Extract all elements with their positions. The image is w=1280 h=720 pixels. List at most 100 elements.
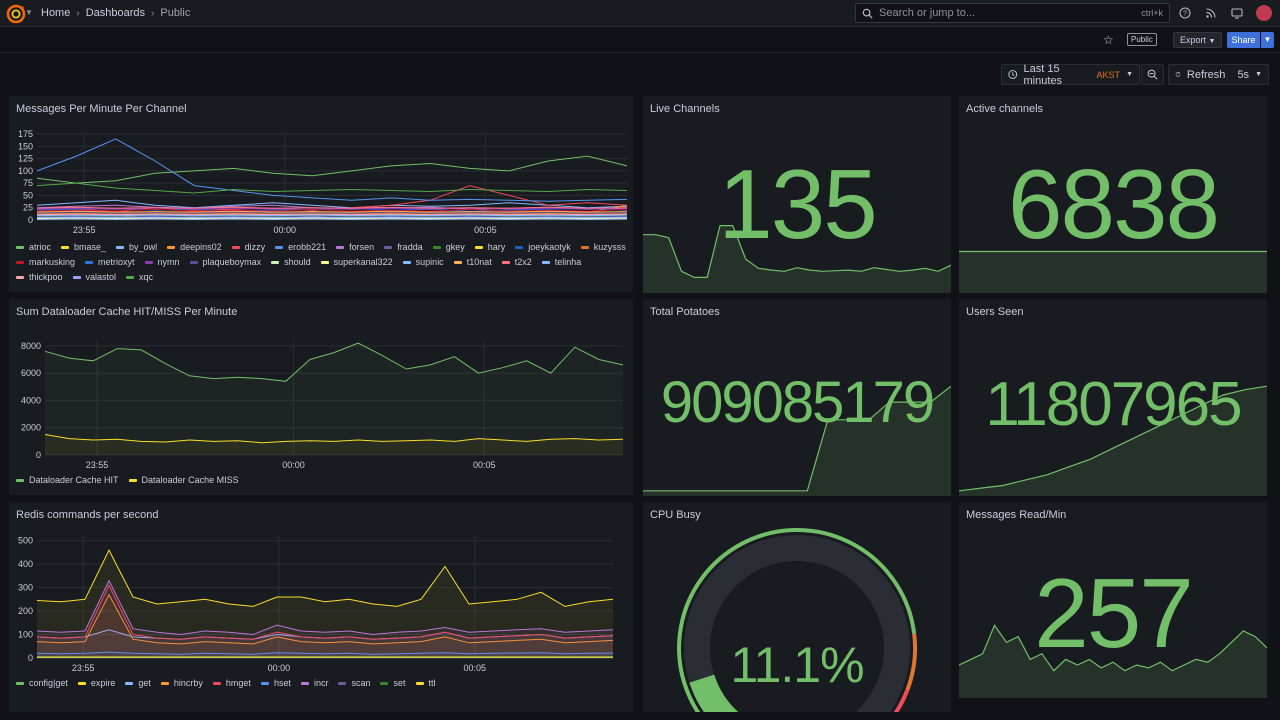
- refresh-interval-select[interactable]: 5s: [1237, 68, 1250, 81]
- legend-label: get: [138, 678, 151, 688]
- legend-item[interactable]: dizzy: [231, 242, 265, 252]
- legend-item[interactable]: telinha: [541, 257, 582, 267]
- legend-item[interactable]: hmget: [212, 678, 251, 688]
- legend-item[interactable]: markusking: [16, 257, 75, 267]
- messages-per-minute-panel[interactable]: Messages Per Minute Per Channel 0 25 50 75 1…: [9, 96, 633, 292]
- legend-label: Dataloader Cache HIT: [29, 475, 119, 485]
- legend-item[interactable]: config|get: [16, 678, 68, 688]
- kiosk-mode-icon[interactable]: [1230, 7, 1243, 20]
- legend-label: nymn: [157, 257, 180, 267]
- panel-title: CPU Busy: [650, 509, 701, 521]
- gauge-track: [684, 535, 910, 712]
- messages-per-minute-chart[interactable]: 0 25 50 75 100 125 150 175 23:55 00:00 00:05: [9, 124, 633, 260]
- cache-hit-miss-panel[interactable]: Sum Dataloader Cache HIT/MISS Per Minute…: [9, 299, 633, 495]
- chart-legend: Dataloader Cache HIT Dataloader Cache MIS…: [16, 475, 626, 485]
- legend-item[interactable]: t10nat: [453, 257, 492, 267]
- search-input[interactable]: Search or jump to... ctrl+k: [855, 3, 1170, 23]
- refresh-button[interactable]: Refresh 5s ▼: [1168, 64, 1269, 85]
- legend-item[interactable]: supinic: [402, 257, 444, 267]
- legend-item[interactable]: fradda: [384, 242, 423, 252]
- messages-read-panel[interactable]: Messages Read/Min 257: [959, 502, 1267, 698]
- legend-item[interactable]: get: [125, 678, 151, 688]
- redis-commands-panel[interactable]: Redis commands per second 0 100 200 300 400 5…: [9, 502, 633, 712]
- legend-item[interactable]: hary: [474, 242, 505, 252]
- series-line: [36, 155, 628, 184]
- legend-item[interactable]: hincrby: [160, 678, 203, 688]
- time-range-picker[interactable]: Last 15 minutes AKST ▼: [1001, 63, 1140, 87]
- help-icon[interactable]: ?: [1178, 7, 1191, 20]
- legend-item[interactable]: should: [271, 257, 311, 267]
- legend-item[interactable]: atrioc: [16, 242, 51, 252]
- top-nav-bar: ▼ Home › Dashboards › Public Search or j…: [0, 0, 1280, 27]
- legend-item[interactable]: Dataloader Cache MISS: [128, 475, 239, 485]
- x-tick-label: 00:05: [473, 460, 496, 470]
- legend-item[interactable]: thickpoo: [16, 272, 63, 282]
- users-seen-panel[interactable]: Users Seen 11807965: [959, 299, 1267, 496]
- legend-item[interactable]: valastol: [72, 272, 116, 282]
- export-button[interactable]: Export ▼: [1173, 32, 1223, 48]
- legend-label: telinha: [554, 257, 582, 267]
- zoom-out-button[interactable]: [1141, 64, 1164, 85]
- legend-label: set: [393, 678, 406, 688]
- legend-item[interactable]: deepins02: [167, 242, 222, 252]
- legend-label: superkanal322: [333, 257, 393, 267]
- legend-item[interactable]: Dataloader Cache HIT: [16, 475, 119, 485]
- series-area: [37, 550, 613, 658]
- breadcrumb-dashboards[interactable]: Dashboards: [85, 7, 146, 19]
- live-channels-sparkline: [643, 225, 951, 293]
- redis-commands-chart[interactable]: 0 100 200 300 400 500 23:55 00:00 00:05: [9, 524, 633, 674]
- legend-label: thickpoo: [29, 272, 63, 282]
- cpu-busy-panel[interactable]: CPU Busy 11.1%: [643, 502, 951, 712]
- legend-item[interactable]: expire: [77, 678, 115, 688]
- legend-item[interactable]: joeykaotyk: [515, 242, 571, 252]
- legend-item[interactable]: hset: [260, 678, 291, 688]
- chart-legend: atrioc bmase_ by_owl deepins02 dizzy erobb221…: [16, 242, 626, 282]
- series-line: [36, 651, 614, 655]
- legend-item[interactable]: forsen: [336, 242, 374, 252]
- legend-item[interactable]: nymn: [144, 257, 180, 267]
- legend-item[interactable]: metrioxyt: [85, 257, 135, 267]
- legend-item[interactable]: by_owl: [116, 242, 157, 252]
- legend-item[interactable]: incr: [300, 678, 328, 688]
- legend-item[interactable]: set: [380, 678, 406, 688]
- legend-swatch: [125, 681, 134, 685]
- live-channels-panel[interactable]: Live Channels 135: [643, 96, 951, 293]
- legend-item[interactable]: kuzysss: [580, 242, 626, 252]
- legend-item[interactable]: ttl: [415, 678, 436, 688]
- legend-item[interactable]: bmase_: [61, 242, 106, 252]
- chevron-down-icon[interactable]: ▼: [25, 8, 33, 17]
- legend-label: t10nat: [466, 257, 492, 267]
- legend-item[interactable]: erobb221: [275, 242, 326, 252]
- legend-item[interactable]: scan: [338, 678, 370, 688]
- legend-swatch: [275, 245, 284, 249]
- legend-item[interactable]: xqc: [126, 272, 153, 282]
- legend-item[interactable]: plaqueboymax: [189, 257, 261, 267]
- series-line: [36, 213, 628, 216]
- star-icon[interactable]: ☆: [1103, 33, 1114, 47]
- stat-value: 135: [718, 149, 878, 259]
- user-avatar[interactable]: [1256, 5, 1272, 21]
- legend-swatch: [61, 245, 70, 249]
- legend-item[interactable]: gkey: [432, 242, 465, 252]
- sparkline: [959, 624, 1267, 672]
- legend-item[interactable]: superkanal322: [320, 257, 393, 267]
- total-potatoes-panel[interactable]: Total Potatoes 909085179: [643, 299, 951, 496]
- chevron-down-icon: ▼: [1126, 71, 1133, 78]
- breadcrumb-home[interactable]: Home: [41, 7, 71, 19]
- share-dropdown-icon[interactable]: ▼: [1261, 32, 1274, 48]
- keyboard-shortcut-hint: ctrl+k: [1141, 8, 1163, 18]
- grafana-logo-icon[interactable]: [6, 4, 26, 24]
- news-feed-icon[interactable]: [1204, 7, 1217, 20]
- cache-hit-miss-chart[interactable]: 0 2000 4000 6000 8000 23:55 00:00 00:05: [9, 327, 633, 477]
- share-button[interactable]: Share: [1227, 32, 1260, 48]
- legend-swatch: [144, 260, 153, 264]
- legend-swatch: [128, 478, 137, 482]
- legend-item[interactable]: t2x2: [501, 257, 532, 267]
- active-channels-panel[interactable]: Active channels 6838: [959, 96, 1267, 293]
- search-placeholder: Search or jump to...: [879, 7, 975, 19]
- total-potatoes-sparkline: [643, 385, 951, 496]
- panel-title: Redis commands per second: [16, 509, 159, 521]
- legend-swatch: [16, 478, 24, 482]
- series-line: [36, 218, 628, 221]
- gauge-threshold-band: [905, 633, 918, 691]
